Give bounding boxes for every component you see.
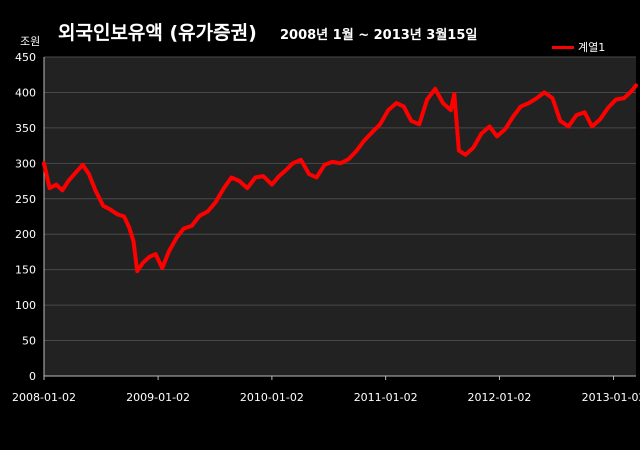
y-tick-label: 400 <box>15 86 36 99</box>
x-tick-label: 2012-01-02 <box>467 391 531 404</box>
y-tick-label: 200 <box>15 228 36 241</box>
series-line <box>42 83 638 274</box>
y-axis-unit-label: 조원 <box>20 35 41 48</box>
y-tick-label: 350 <box>15 122 36 135</box>
x-tick-label: 2009-01-02 <box>126 391 190 404</box>
x-tick-label: 2008-01-02 <box>12 391 76 404</box>
chart-title: 외국인보유액 (유가증권) <box>58 22 257 44</box>
y-tick-label: 150 <box>15 264 36 277</box>
legend: 계열1 <box>552 39 605 55</box>
y-tick-label: 50 <box>22 335 36 348</box>
chart-subtitle: 2008년 1월 ~ 2013년 3월15일 <box>280 28 478 43</box>
legend-swatch <box>552 45 574 49</box>
x-tick-label: 2013-01-02 <box>582 391 640 404</box>
x-tick-label: 2011-01-02 <box>354 391 418 404</box>
y-tick-label: 100 <box>15 299 36 312</box>
y-tick-label: 250 <box>15 193 36 206</box>
x-tick-label: 2010-01-02 <box>240 391 304 404</box>
y-tick-label: 450 <box>15 51 36 64</box>
y-tick-label: 0 <box>29 370 36 383</box>
legend-label: 계열1 <box>578 41 606 54</box>
plot-area <box>44 57 636 376</box>
y-tick-label: 300 <box>15 157 36 170</box>
